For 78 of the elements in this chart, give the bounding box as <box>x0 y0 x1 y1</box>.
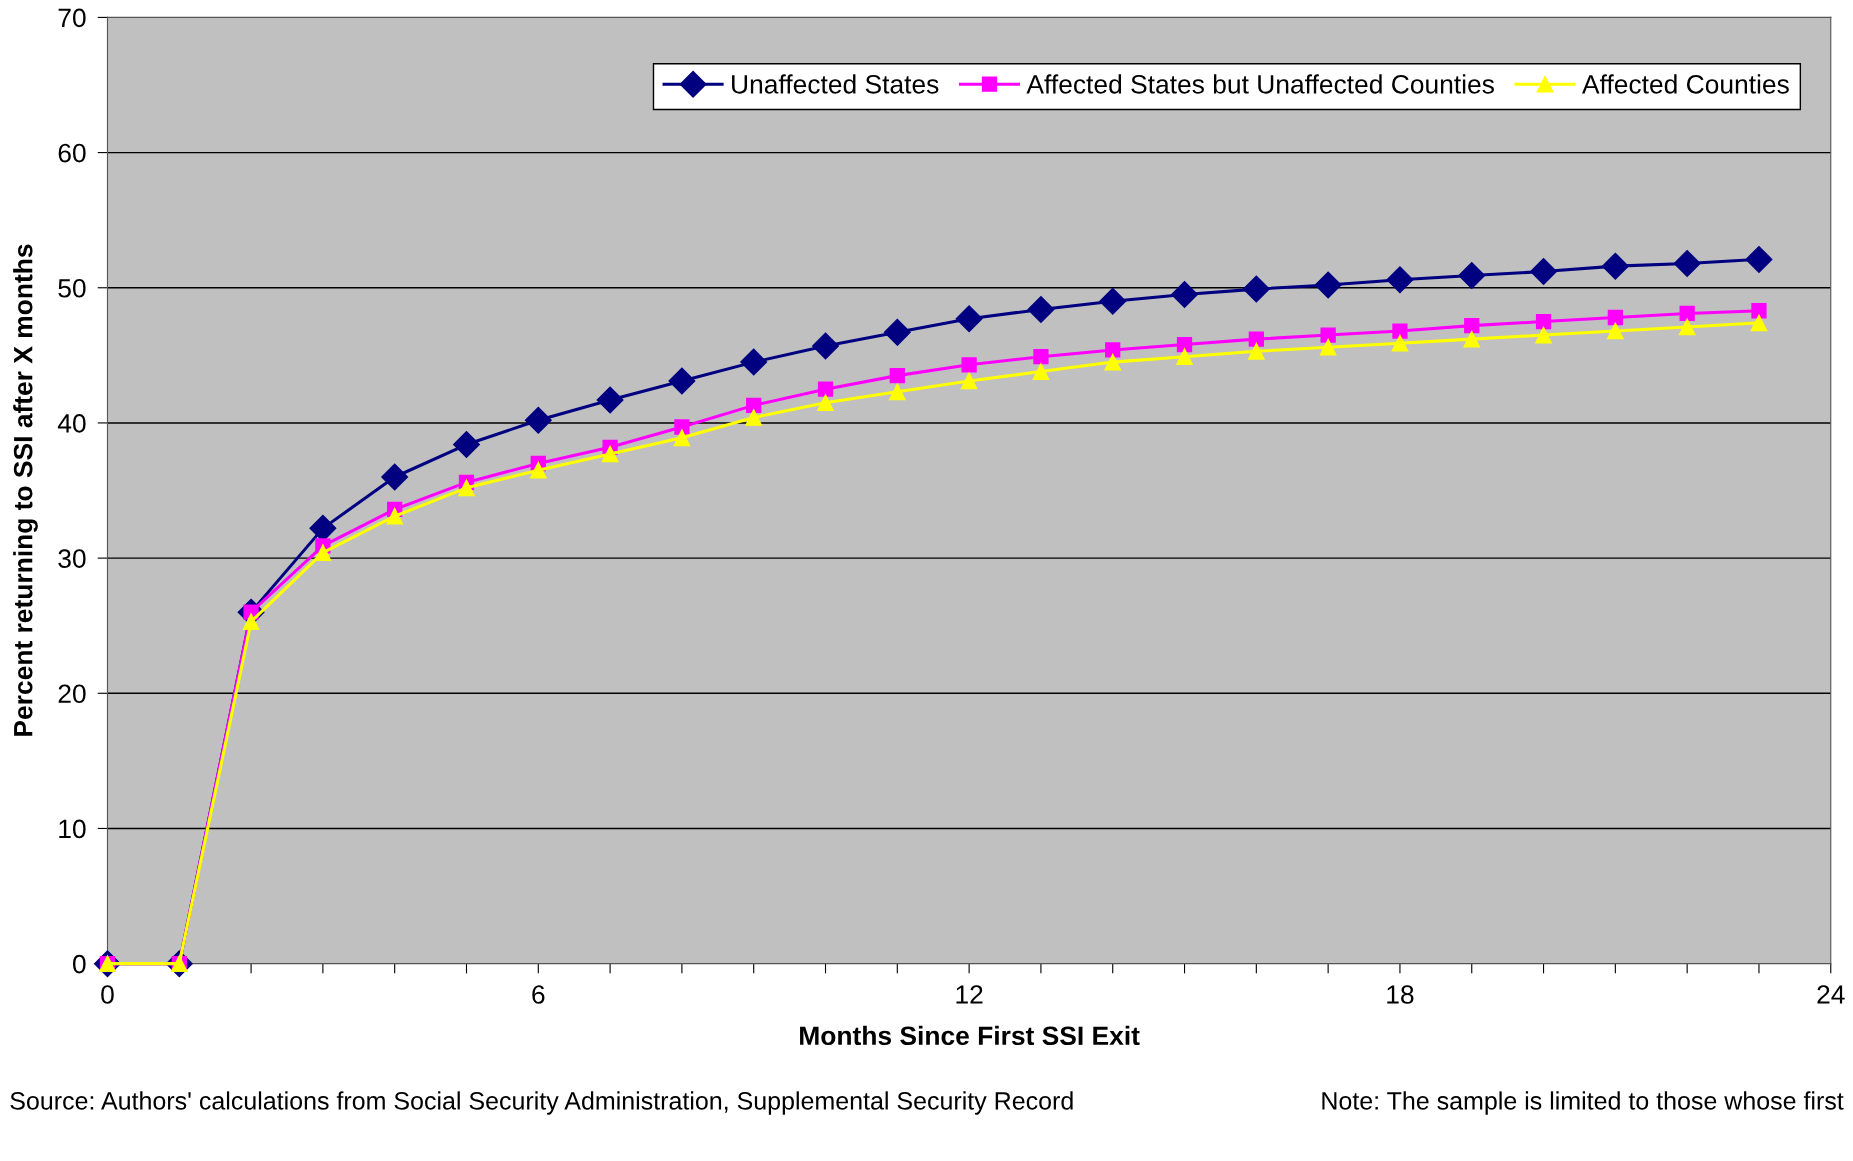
point <box>1751 303 1767 319</box>
point <box>1535 326 1552 344</box>
point <box>1176 336 1193 353</box>
point <box>1678 318 1696 336</box>
point <box>1391 334 1409 352</box>
point <box>1247 342 1265 360</box>
x-axis-title: Months Since First SSI Exit <box>800 1025 1140 1046</box>
point <box>314 544 332 562</box>
point <box>242 613 260 630</box>
point <box>1392 323 1408 339</box>
point <box>1745 245 1773 273</box>
y-tick-label: 50 <box>58 278 86 298</box>
point <box>1033 349 1049 365</box>
point <box>1535 313 1552 330</box>
point <box>1105 342 1121 358</box>
point <box>524 406 552 434</box>
point <box>1750 314 1768 332</box>
point <box>673 429 691 447</box>
point <box>1530 258 1558 286</box>
y-tick-label: 60 <box>58 143 86 163</box>
point <box>1679 305 1695 322</box>
point <box>1248 331 1264 347</box>
x-tick-label: 24 <box>1817 985 1845 1004</box>
point <box>668 367 696 395</box>
point <box>883 318 911 346</box>
x-tick-label: 12 <box>956 985 983 1004</box>
point <box>1099 287 1127 315</box>
point <box>381 463 409 491</box>
point <box>960 372 978 390</box>
point <box>1320 327 1336 343</box>
y-tick-label: 30 <box>58 549 86 568</box>
legend-label: Unaffected States <box>732 74 939 94</box>
y-tick-label: 0 <box>73 954 86 974</box>
point <box>889 367 905 384</box>
legend-label: Affected States but Unaffected Counties <box>1026 74 1494 94</box>
point <box>888 383 906 401</box>
x-tick-label: 18 <box>1387 985 1414 1004</box>
point <box>746 397 762 414</box>
point <box>817 381 834 397</box>
point <box>1673 249 1701 277</box>
y-tick-label: 70 <box>58 8 86 28</box>
point <box>1242 275 1270 303</box>
point <box>1463 330 1481 348</box>
point <box>817 394 834 411</box>
point <box>596 386 624 414</box>
point <box>601 445 619 463</box>
point <box>961 357 977 373</box>
point <box>740 348 768 376</box>
point <box>1319 338 1337 356</box>
point <box>1176 348 1193 366</box>
y-tick-label: 20 <box>58 684 86 704</box>
point <box>812 332 839 360</box>
point <box>955 305 983 333</box>
x-tick-label: 6 <box>532 985 545 1004</box>
point <box>745 409 763 426</box>
text: Note: The sample is limited to those whose first <box>1322 1091 1844 1115</box>
point <box>1458 262 1486 290</box>
point <box>1314 271 1342 299</box>
y-axis-title: Percent returning to SSI after X months <box>13 244 38 736</box>
x-tick-label: 0 <box>101 985 114 1004</box>
y-tick-label: 10 <box>59 819 86 839</box>
point <box>458 479 475 497</box>
point <box>674 419 690 435</box>
legend-label: Affected Counties <box>1582 74 1789 94</box>
source-note: Source: Authors' calculations from Social Security Administration, Supplemental Security Record <box>10 1091 1073 1115</box>
point <box>386 507 404 525</box>
point <box>1104 353 1122 371</box>
y-tick-label: 40 <box>57 414 86 433</box>
point <box>1464 317 1480 334</box>
point <box>453 431 480 459</box>
point <box>1607 322 1624 340</box>
point <box>1171 281 1198 308</box>
point <box>1607 309 1623 326</box>
point <box>529 461 547 479</box>
point <box>1032 363 1050 380</box>
point <box>1027 295 1055 323</box>
point <box>1386 266 1414 294</box>
point <box>1601 252 1629 280</box>
